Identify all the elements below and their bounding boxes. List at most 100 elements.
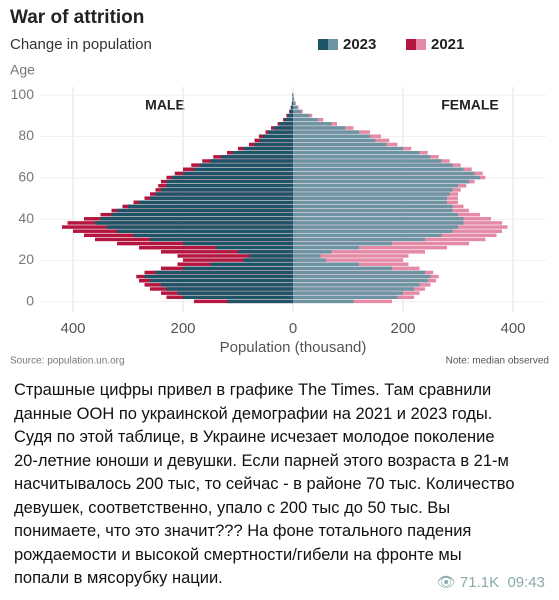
post-text: понимаете, что это значит??? На фоне тот… [14, 522, 472, 540]
bar [293, 184, 458, 188]
bar [293, 254, 321, 258]
legend: 2023 2021 [318, 36, 464, 53]
bar [172, 175, 293, 180]
y-tick-label: 0 [26, 292, 34, 308]
bar [293, 167, 464, 172]
bar [221, 155, 293, 159]
y-tick-label: 40 [18, 210, 34, 226]
y-tick-label: 20 [18, 251, 34, 267]
bar [293, 250, 332, 254]
bar [150, 196, 293, 200]
note: Note: median observed [446, 356, 549, 367]
post-text: Судя по этой таблице, в Украине исчезает… [14, 428, 495, 446]
post-text: рождаемости и высокой смертности/гибели … [14, 545, 462, 564]
bar [262, 134, 293, 138]
bar [161, 250, 293, 254]
bar [117, 208, 293, 213]
bar [128, 204, 293, 209]
bar [117, 229, 293, 233]
bar [293, 299, 354, 304]
bar [293, 274, 431, 279]
bar [183, 266, 293, 271]
bar [106, 225, 293, 229]
bar [227, 299, 293, 304]
bar [293, 262, 359, 266]
legend-swatch [406, 39, 416, 50]
bar [290, 105, 293, 110]
bar [293, 258, 403, 262]
bar [293, 250, 425, 254]
bar [139, 200, 293, 205]
bar [293, 142, 387, 147]
bar [293, 188, 453, 192]
bar [183, 171, 293, 176]
bar [293, 171, 475, 176]
x-tick-label: 200 [170, 320, 195, 337]
bar [161, 188, 293, 192]
y-tick-label: 80 [18, 127, 34, 143]
bar [166, 287, 293, 291]
bar [293, 117, 318, 122]
bar [293, 175, 480, 180]
bar [232, 150, 293, 155]
bar [293, 208, 453, 213]
bar [292, 93, 293, 97]
bar [166, 184, 293, 188]
bar [273, 126, 293, 130]
bar [260, 138, 293, 143]
bar [293, 212, 458, 217]
bar [293, 233, 442, 238]
bar [293, 126, 346, 130]
bar [155, 192, 293, 196]
bar [293, 291, 403, 295]
bar [293, 105, 298, 110]
bar [210, 159, 293, 163]
bar [293, 163, 453, 167]
bar [293, 229, 453, 233]
bar [210, 262, 293, 266]
bar [155, 270, 293, 275]
legend-swatch [328, 39, 338, 50]
views: 71.1K [459, 574, 500, 591]
bar [268, 130, 293, 134]
bar [150, 278, 293, 283]
x-axis-title: Population (thousand) [220, 339, 367, 356]
bar [194, 167, 293, 172]
post-meta: 👁 71.1K 09:43 [437, 573, 545, 591]
bar [293, 204, 453, 209]
bar [293, 101, 296, 105]
bar [293, 278, 428, 283]
side-label: FEMALE [441, 97, 499, 113]
y-tick-label: 60 [18, 169, 34, 185]
post-text: попали в мясорубку нации. [14, 569, 223, 587]
bar [243, 146, 293, 151]
bar [293, 113, 310, 118]
legend-swatch [318, 39, 328, 50]
bar [293, 258, 326, 262]
views-icon: 👁 [436, 574, 460, 591]
bar [287, 113, 293, 118]
post: 👁 71.1K 09:43 Страшные цифры привел в гр… [0, 375, 559, 600]
bar [199, 163, 293, 167]
bar [279, 122, 293, 126]
chart: War of attrition Change in population Ag… [10, 7, 549, 367]
chart-subtitle: Change in population [10, 36, 152, 53]
bar [293, 146, 403, 151]
bar [289, 109, 293, 114]
bar [293, 283, 420, 287]
bar [177, 254, 293, 258]
bar [293, 237, 425, 242]
bar [293, 155, 431, 159]
bar [293, 150, 420, 155]
bar [293, 287, 414, 291]
legend-swatch [416, 39, 426, 50]
time: 09:43 [507, 574, 545, 591]
bar [293, 159, 442, 163]
bar [293, 122, 332, 126]
bar [293, 130, 359, 134]
bar [166, 179, 293, 184]
post-text: девушек, соответственно, упало с 200 тыс… [14, 498, 451, 517]
bar [144, 274, 293, 279]
chart-title: War of attrition [10, 7, 144, 28]
